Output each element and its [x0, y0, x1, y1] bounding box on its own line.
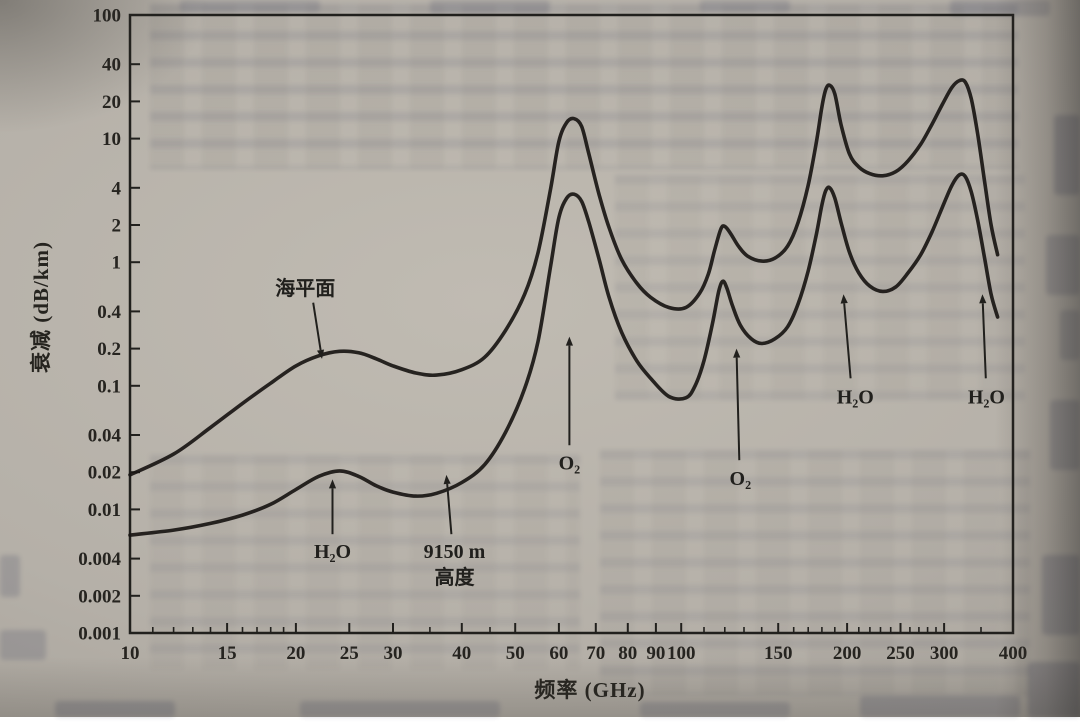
svg-text:10: 10	[102, 129, 121, 150]
edge-print-smudge	[55, 701, 175, 717]
svg-text:0.1: 0.1	[97, 376, 121, 397]
svg-text:250: 250	[886, 643, 915, 664]
annotation-o2-60: O₂	[559, 336, 581, 474]
svg-text:40: 40	[102, 55, 121, 76]
svg-text:2: 2	[112, 216, 122, 237]
svg-text:0.04: 0.04	[88, 426, 122, 447]
svg-text:高度: 高度	[435, 565, 476, 589]
svg-text:0.4: 0.4	[97, 302, 121, 323]
page-shadow-right	[995, 0, 1080, 717]
svg-text:0.002: 0.002	[78, 586, 121, 607]
curve-9150m-altitude	[128, 172, 1000, 537]
svg-text:9150 m: 9150 m	[424, 541, 486, 563]
svg-text:40: 40	[452, 643, 471, 664]
annotation-sea-level: 海平面	[275, 276, 335, 359]
x-axis-title: 频率 (GHz)	[425, 674, 755, 704]
annotation-h2o-183: H₂O	[837, 294, 874, 409]
edge-print-smudge	[0, 555, 20, 597]
curve-sea-level	[128, 78, 1000, 477]
svg-text:60: 60	[549, 643, 568, 664]
edge-print-smudge	[430, 0, 550, 14]
svg-text:100: 100	[93, 6, 122, 27]
svg-text:50: 50	[506, 643, 525, 664]
svg-text:1: 1	[112, 253, 122, 274]
svg-text:O₂: O₂	[559, 452, 581, 474]
annotation-o2-118: O₂	[730, 348, 752, 490]
svg-text:300: 300	[930, 643, 959, 664]
svg-text:海平面: 海平面	[275, 276, 335, 300]
edge-print-smudge	[300, 701, 500, 717]
edge-print-smudge	[640, 702, 790, 717]
svg-text:0.01: 0.01	[88, 500, 121, 521]
y-axis-ticks: 100 40 20 10 4 2 1 0.4 0.2 0.1 0.04 0.02 0.01 0.004 0.…	[78, 6, 140, 645]
svg-text:0.004: 0.004	[78, 549, 121, 570]
svg-text:O₂: O₂	[730, 468, 752, 490]
svg-text:80: 80	[618, 643, 637, 664]
svg-text:100: 100	[667, 643, 696, 664]
edge-print-smudge	[180, 0, 320, 12]
svg-text:90: 90	[646, 643, 665, 664]
svg-text:H₂O: H₂O	[314, 541, 351, 563]
page-shadow-top-left	[0, 0, 300, 190]
svg-text:150: 150	[764, 643, 793, 664]
svg-text:30: 30	[384, 643, 403, 664]
edge-print-smudge	[700, 0, 790, 12]
svg-text:25: 25	[340, 643, 359, 664]
edge-print-smudge	[0, 630, 46, 660]
svg-text:0.001: 0.001	[78, 624, 121, 645]
y-axis-title: 衰减 (dB/km)	[29, 241, 53, 373]
svg-text:20: 20	[286, 643, 305, 664]
svg-text:10: 10	[121, 643, 140, 664]
bleed-text-artifact	[600, 450, 1030, 695]
svg-text:0.2: 0.2	[97, 339, 121, 360]
svg-text:20: 20	[102, 92, 121, 113]
svg-text:15: 15	[218, 643, 237, 664]
svg-text:4: 4	[112, 178, 122, 199]
page-shadow-bottom	[0, 657, 1080, 717]
svg-text:200: 200	[833, 643, 862, 664]
svg-text:70: 70	[586, 643, 605, 664]
svg-text:0.02: 0.02	[88, 463, 121, 484]
annotation-h2o-22: H₂O	[314, 479, 351, 563]
annotation-9150m-altitude: 9150 m高度	[424, 474, 486, 589]
edge-print-smudge	[860, 696, 1020, 717]
svg-text:H₂O: H₂O	[837, 387, 874, 409]
